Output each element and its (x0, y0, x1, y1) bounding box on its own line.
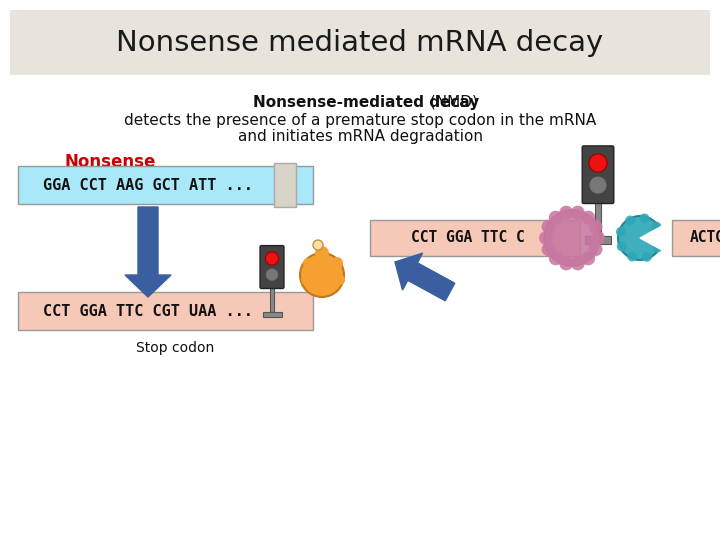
Circle shape (301, 275, 311, 285)
Circle shape (591, 231, 605, 245)
Circle shape (625, 215, 635, 226)
Circle shape (303, 258, 313, 268)
Circle shape (266, 252, 279, 265)
Circle shape (266, 268, 279, 281)
Bar (585, 236, 611, 244)
Circle shape (544, 210, 600, 266)
Text: GGA CCT AAG GCT ATT ...: GGA CCT AAG GCT ATT ... (43, 178, 253, 192)
FancyBboxPatch shape (260, 246, 284, 288)
Text: ACTGA: ACTGA (690, 231, 720, 246)
Text: Nonsense mediated mRNA decay: Nonsense mediated mRNA decay (117, 29, 603, 57)
Polygon shape (640, 226, 665, 250)
FancyArrow shape (395, 253, 455, 301)
Bar (269, 287, 274, 314)
FancyArrow shape (125, 207, 171, 297)
Circle shape (313, 240, 323, 250)
FancyBboxPatch shape (18, 166, 313, 204)
Circle shape (589, 176, 607, 194)
Circle shape (541, 242, 556, 256)
FancyBboxPatch shape (672, 220, 720, 256)
Circle shape (617, 241, 627, 251)
FancyBboxPatch shape (18, 292, 313, 330)
Circle shape (335, 275, 345, 285)
Text: CCT GGA TTC CGT UAA ...: CCT GGA TTC CGT UAA ... (43, 303, 253, 319)
Circle shape (581, 251, 595, 265)
Circle shape (315, 246, 329, 260)
Circle shape (652, 222, 662, 232)
Text: Stop codon: Stop codon (136, 341, 214, 355)
Bar (595, 202, 601, 238)
Circle shape (549, 211, 563, 225)
Circle shape (639, 213, 649, 224)
FancyBboxPatch shape (10, 10, 710, 75)
Circle shape (588, 220, 603, 234)
Circle shape (642, 252, 652, 262)
FancyBboxPatch shape (370, 220, 580, 256)
Circle shape (581, 211, 595, 225)
Circle shape (559, 206, 573, 220)
Circle shape (571, 256, 585, 271)
Circle shape (653, 242, 662, 252)
Text: CCT GGA TTC C: CCT GGA TTC C (411, 231, 525, 246)
Text: Nonsense: Nonsense (65, 153, 156, 171)
Circle shape (549, 251, 563, 265)
Circle shape (541, 220, 556, 234)
Circle shape (300, 253, 344, 297)
Circle shape (627, 252, 637, 261)
Circle shape (331, 257, 343, 269)
Circle shape (559, 256, 573, 271)
FancyBboxPatch shape (274, 163, 296, 207)
Text: (NMD): (NMD) (425, 94, 478, 110)
Circle shape (616, 227, 626, 237)
Circle shape (539, 231, 553, 245)
Circle shape (588, 242, 603, 256)
FancyBboxPatch shape (582, 146, 614, 204)
Circle shape (618, 216, 662, 260)
Text: detects the presence of a premature stop codon in the mRNA: detects the presence of a premature stop… (124, 112, 596, 127)
Bar (263, 312, 282, 318)
Text: and initiates mRNA degradation: and initiates mRNA degradation (238, 130, 482, 145)
Circle shape (571, 206, 585, 220)
Text: Nonsense-mediated decay: Nonsense-mediated decay (253, 94, 480, 110)
Circle shape (589, 154, 607, 172)
